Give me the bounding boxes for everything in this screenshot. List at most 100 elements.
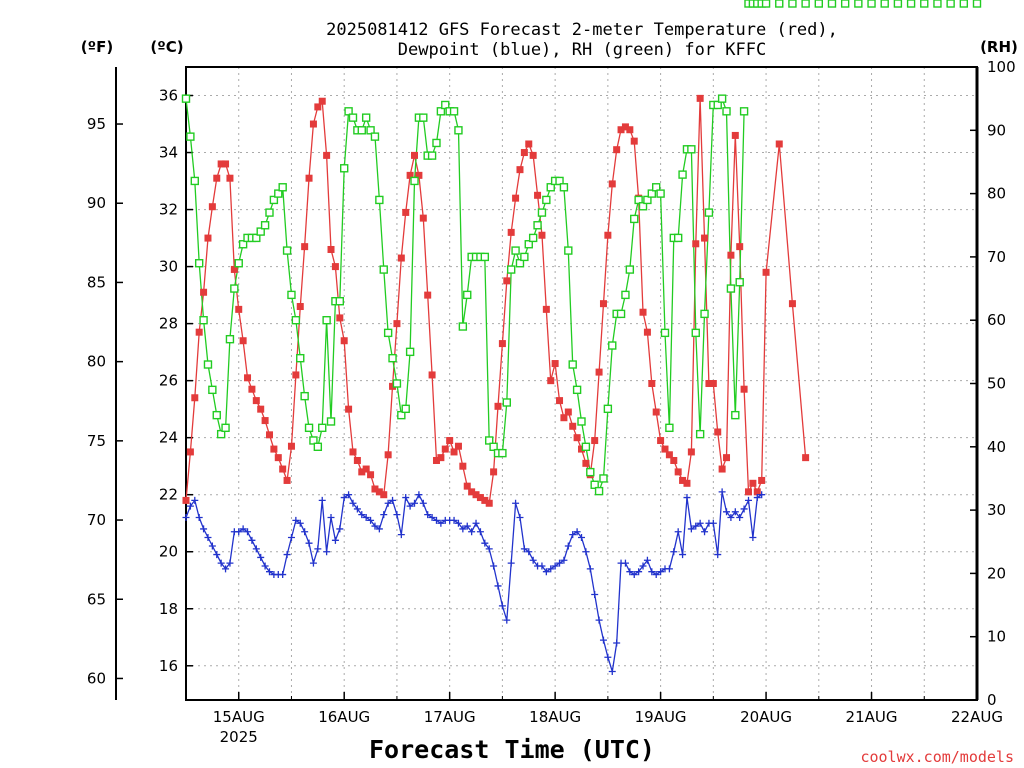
rh-point [946, 0, 955, 8]
temperature-point [371, 485, 379, 493]
dewpoint-point [621, 559, 629, 567]
rh-point [190, 176, 199, 186]
rh-tick-label: 60 [987, 311, 1006, 329]
temperature-point [468, 488, 476, 496]
celsius-tick-label: 24 [159, 429, 178, 447]
temperature-point [459, 462, 467, 470]
rh-point [775, 0, 784, 8]
dewpoint-point [679, 551, 687, 559]
rh-point [427, 151, 437, 160]
temperature-point [222, 160, 230, 168]
rh-point [533, 221, 542, 230]
temperature-point [578, 445, 585, 453]
dewpoint-point [371, 522, 379, 530]
dewpoint-point [213, 551, 221, 559]
temperature-point [542, 305, 550, 313]
temperature-point [463, 482, 471, 490]
dewpoint-point [257, 553, 265, 561]
tick-labels: 16 18 20 22 24 26 28 30 32 34 36 60 65 70 75 80 85 90 95 0 1… [87, 58, 1016, 746]
temperature-point [788, 300, 796, 308]
temperature-point [327, 245, 335, 253]
dewpoint-point [204, 533, 212, 541]
rh-point [717, 94, 727, 103]
rh-tick-label: 80 [987, 185, 1006, 203]
rh-tick-label: 90 [987, 121, 1006, 139]
fahrenheit-tick-label: 85 [87, 273, 106, 291]
temperature-point [714, 428, 722, 436]
dewpoint-point [389, 496, 397, 504]
temperature-point [195, 328, 203, 336]
dewpoint-point [265, 568, 273, 576]
rh-point [546, 183, 555, 192]
rh-point [933, 0, 942, 8]
temperature-point [367, 471, 375, 479]
dewpoint-point [657, 568, 665, 576]
temperature-point [450, 448, 458, 456]
rh-point [564, 246, 573, 255]
dewpoint-point [692, 522, 700, 530]
dewpoint-point [380, 511, 388, 519]
dewpoint-point [217, 559, 225, 567]
dewpoint-point [476, 528, 484, 536]
temperature-point [296, 303, 304, 311]
rh-point [638, 202, 648, 211]
temperature-point [608, 180, 616, 188]
temperature-point [683, 479, 691, 487]
dewpoint-point [749, 533, 757, 541]
celsius-tick-label: 22 [159, 486, 178, 504]
rh-point [678, 170, 687, 179]
rh-point [318, 423, 327, 433]
chart-title-line-1: 2025081412 GFS Forecast 2-meter Temperat… [326, 20, 838, 40]
dewpoint-point [397, 531, 405, 539]
temperature-point [397, 254, 405, 262]
rh-point [880, 0, 889, 8]
temperature-point [661, 445, 669, 453]
temperature-point [516, 166, 524, 174]
dewpoint-point [432, 516, 440, 524]
dewpoint-point [498, 602, 506, 610]
rh-point [392, 379, 402, 388]
temperature-point [595, 368, 603, 376]
rh-point [322, 316, 331, 325]
temperature-point [446, 437, 454, 445]
rh-point [854, 0, 863, 8]
rh-point [401, 404, 410, 414]
rh-point [216, 429, 226, 439]
temperature-point [525, 140, 533, 148]
dewpoint-point [375, 525, 383, 533]
temperature-point [705, 380, 713, 387]
temperature-point [274, 454, 282, 462]
temperature-point [481, 496, 489, 504]
temperature-point [358, 468, 366, 476]
dewpoint-point [468, 528, 476, 536]
temperature-point [613, 146, 621, 154]
dewpoint-point [503, 616, 511, 624]
rh-point [410, 176, 419, 186]
dewpoint-point [578, 533, 585, 541]
temperature-point [200, 288, 208, 296]
temperature-point [239, 337, 247, 345]
rh-point [603, 404, 613, 414]
x-tick-label: 18AUG [529, 708, 581, 726]
dewpoint-point [419, 499, 427, 507]
rh-point [920, 0, 929, 8]
fahrenheit-tick-label: 65 [87, 590, 106, 608]
rh-point [577, 417, 586, 426]
chart-title-line-2: Dewpoint (blue), RH (green) for KFFC [398, 40, 766, 60]
temperature-point [582, 459, 590, 467]
temperature-point [569, 422, 577, 430]
rh-point [704, 208, 714, 217]
dewpoint-point [261, 562, 269, 570]
dewpoint-point [309, 559, 317, 567]
rh-point [221, 423, 230, 433]
temperature-point [679, 476, 687, 484]
dewpoint-point [665, 565, 673, 573]
temperature-point [182, 496, 190, 504]
temperature-point [301, 243, 309, 251]
temperature-point [476, 494, 484, 502]
temperature-point [670, 456, 678, 464]
rh-point [208, 385, 217, 395]
rh-point [419, 113, 428, 122]
rh-tick-label: 10 [987, 628, 1006, 646]
dewpoint-point [336, 525, 344, 533]
